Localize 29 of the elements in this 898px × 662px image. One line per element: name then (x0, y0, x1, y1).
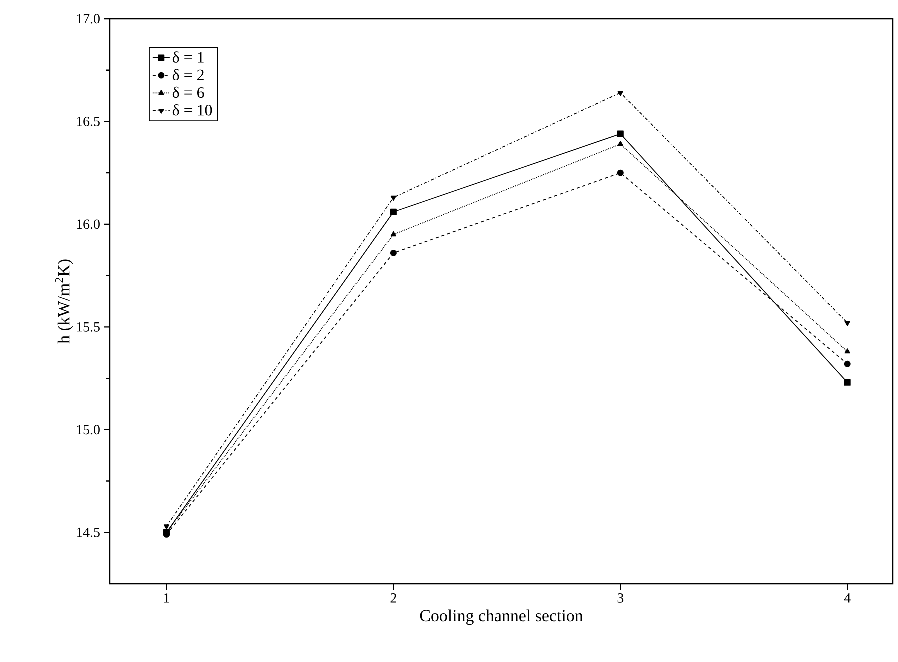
legend-label: δ = 2 (172, 69, 204, 81)
y-tick-label: 15.5 (77, 322, 100, 332)
point (844, 379, 851, 386)
point (390, 250, 397, 256)
point (617, 130, 624, 138)
y-tick-label: 17.0 (77, 14, 100, 24)
point (617, 170, 624, 176)
legend-label: δ = 10 (172, 104, 212, 116)
point (390, 208, 397, 216)
legend-label: δ = 1 (172, 52, 204, 63)
x-axis-title: Cooling channel section (420, 610, 584, 626)
y-tick-label: 16.0 (77, 220, 100, 230)
point (618, 141, 624, 146)
point (844, 348, 850, 354)
y-tick-label: 15.0 (77, 425, 100, 435)
point (390, 196, 397, 201)
y-tick-label: 14.5 (77, 528, 100, 538)
x-tick-label: 1 (164, 594, 170, 603)
point (164, 524, 170, 530)
legend-label: δ = 6 (172, 86, 204, 98)
y-axis-title: h (kW/m$^{2}$K) (56, 260, 74, 344)
point (390, 231, 397, 237)
point (844, 360, 851, 368)
y-tick-label: 16.5 (77, 117, 100, 126)
x-tick-label: 2 (390, 594, 396, 603)
point (618, 91, 624, 96)
x-tick-label: 4 (844, 594, 851, 603)
x-tick-label: 3 (618, 594, 624, 603)
point (844, 321, 850, 326)
